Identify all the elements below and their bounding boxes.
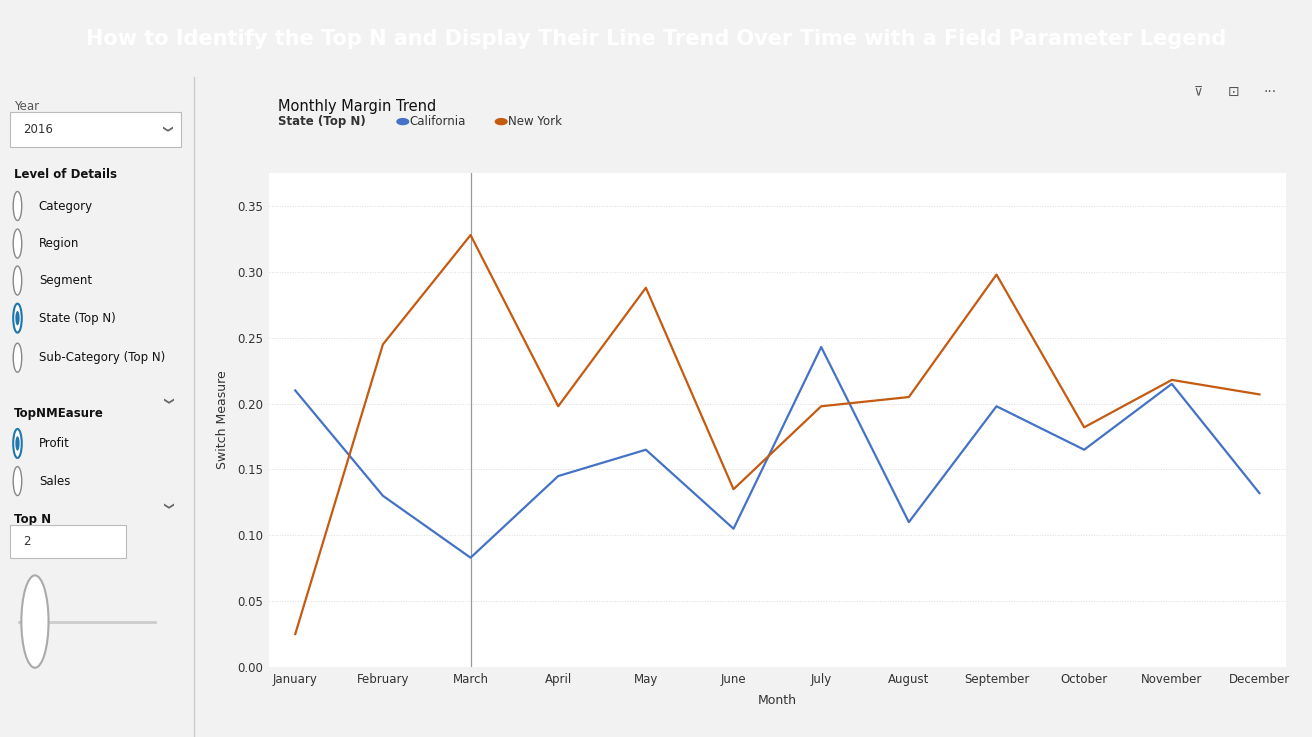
Text: Profit: Profit: [39, 437, 70, 450]
Text: ···: ···: [1263, 85, 1277, 99]
Text: Segment: Segment: [39, 274, 92, 287]
Circle shape: [13, 343, 22, 372]
FancyBboxPatch shape: [9, 112, 181, 147]
Text: California: California: [409, 115, 466, 128]
Circle shape: [16, 311, 20, 326]
Circle shape: [13, 304, 22, 332]
Text: 2: 2: [24, 534, 30, 548]
Text: ❯: ❯: [160, 125, 171, 133]
X-axis label: Month: Month: [758, 694, 796, 707]
Circle shape: [13, 467, 22, 495]
Text: ⊽: ⊽: [1194, 85, 1203, 99]
Text: State (Top N): State (Top N): [278, 115, 374, 128]
Circle shape: [16, 436, 20, 451]
Text: Monthly Margin Trend: Monthly Margin Trend: [278, 99, 437, 114]
Circle shape: [13, 192, 22, 220]
Text: TopNMEasure: TopNMEasure: [13, 407, 104, 420]
Text: Category: Category: [39, 200, 93, 212]
Text: Level of Details: Level of Details: [13, 169, 117, 181]
Text: How to Identify the Top N and Display Their Line Trend Over Time with a Field Pa: How to Identify the Top N and Display Th…: [85, 29, 1227, 49]
Text: ❯: ❯: [161, 397, 172, 405]
Text: Region: Region: [39, 237, 79, 250]
Text: New York: New York: [508, 115, 562, 128]
Y-axis label: Switch Measure: Switch Measure: [216, 371, 230, 469]
Circle shape: [13, 429, 22, 458]
Text: Top N: Top N: [13, 513, 51, 525]
Text: State (Top N): State (Top N): [39, 312, 115, 324]
Text: Sub-Category (Top N): Sub-Category (Top N): [39, 352, 165, 364]
Text: Year: Year: [13, 100, 39, 113]
Circle shape: [13, 266, 22, 295]
Circle shape: [21, 576, 49, 668]
Text: ❯: ❯: [161, 502, 172, 510]
Text: ⊡: ⊡: [1228, 85, 1240, 99]
Text: Sales: Sales: [39, 475, 71, 488]
Text: 2016: 2016: [24, 123, 54, 136]
FancyBboxPatch shape: [9, 525, 126, 558]
Circle shape: [13, 229, 22, 258]
